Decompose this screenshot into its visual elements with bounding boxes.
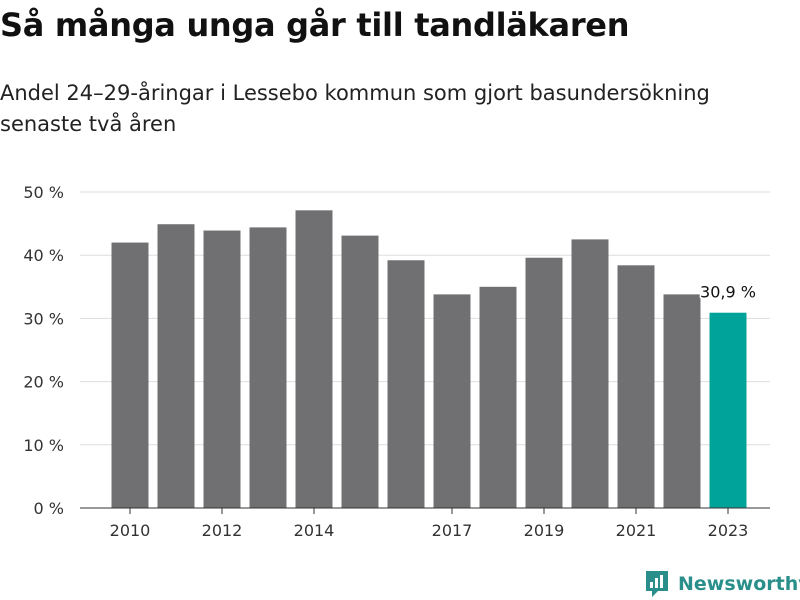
x-tick-label: 2021 (616, 521, 657, 540)
bar (525, 257, 563, 508)
x-tick-label: 2019 (524, 521, 565, 540)
bar (571, 239, 609, 508)
y-tick-label: 0 % (34, 499, 64, 518)
bar (709, 312, 747, 508)
x-tick-label: 2014 (294, 521, 335, 540)
y-tick-label: 50 % (23, 183, 64, 202)
y-tick-label: 30 % (23, 309, 64, 328)
brand-name: Newsworthy (678, 573, 800, 595)
data-label: 30,9 % (700, 283, 756, 302)
bar (617, 265, 655, 508)
bar (203, 230, 241, 508)
bar (433, 294, 471, 508)
bar-chart: 0 % 10 % 20 % 30 % 40 % 50 % 2010 2012 2014 2017 2… (23, 183, 770, 540)
bar (341, 235, 379, 508)
bar (249, 227, 287, 508)
x-tick-label: 2023 (708, 521, 749, 540)
bar (663, 294, 701, 508)
chart-subtitle: Andel 24–29-åringar i Lessebo kommun som… (0, 81, 710, 136)
y-tick-label: 20 % (23, 373, 64, 392)
bar (387, 260, 425, 508)
bar (157, 224, 195, 508)
bar (479, 286, 517, 508)
bar (295, 210, 333, 508)
brand-logo: Newsworthy (644, 568, 800, 600)
newsworthy-logo-icon (646, 571, 668, 597)
x-tick-label: 2010 (110, 521, 151, 540)
bar (111, 242, 149, 508)
y-tick-label: 10 % (23, 436, 64, 455)
x-tick-label: 2012 (202, 521, 243, 540)
chart-title: Så många unga går till tandläkaren (0, 6, 630, 44)
y-tick-label: 40 % (23, 246, 64, 265)
x-tick-label: 2017 (432, 521, 473, 540)
